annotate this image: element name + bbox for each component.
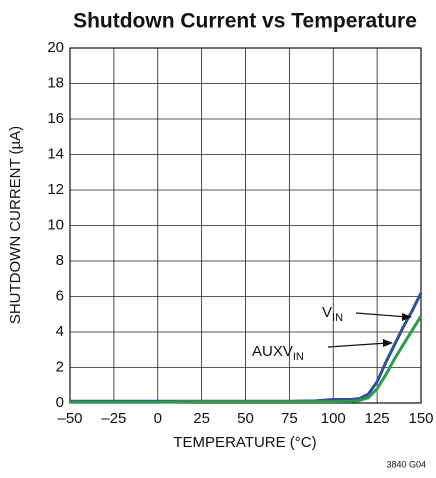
arrow-head [402,313,412,321]
x-tick-label: 25 [193,410,210,427]
y-axis-label: SHUTDOWN CURRENT (µA) [7,126,24,324]
y-tick-label: 14 [47,145,64,162]
y-tick-label: 18 [47,74,64,91]
y-tick-label: 6 [56,287,64,304]
y-tick-label: 12 [47,181,64,198]
x-tick-label: –25 [101,410,126,427]
y-tick-label: 20 [47,39,64,56]
x-axis-label: TEMPERATURE (°C) [173,434,316,451]
y-tick-label: 10 [47,216,64,233]
vin-label: VIN [322,304,343,324]
footnote: 3840 G04 [386,459,426,469]
x-tick-label: 50 [237,410,254,427]
x-tick-label: 75 [281,410,298,427]
x-tick-label: 0 [154,410,162,427]
chart-title: Shutdown Current vs Temperature [73,10,417,33]
label-main: V [322,304,332,321]
x-tick-label: 100 [321,410,346,427]
arrow-head [383,339,393,347]
annotations: VIN AUXVIN [252,304,412,363]
series-line [70,315,423,404]
x-tick-label: 150 [408,410,433,427]
x-tick-label: 125 [365,410,390,427]
label-sub: IN [293,351,304,363]
y-tick-label: 2 [56,358,64,375]
y-tick-label: 8 [56,252,64,269]
label-sub: IN [332,312,343,324]
y-tick-label: 0 [56,394,64,411]
arrow [355,312,409,318]
y-tick-label: 4 [56,323,64,340]
x-tick-label: –50 [57,410,82,427]
label-main: AUXV [252,343,293,360]
y-tick-label: 16 [47,110,64,127]
auxvin-label: AUXVIN [252,343,304,363]
arrow [327,342,389,348]
